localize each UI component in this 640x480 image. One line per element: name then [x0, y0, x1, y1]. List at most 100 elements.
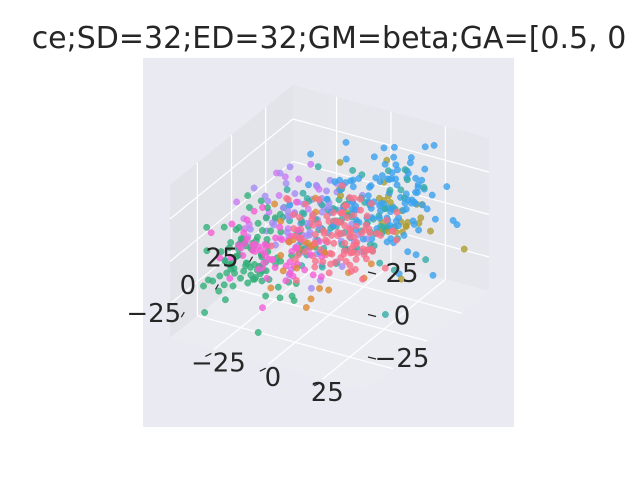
data-point	[227, 254, 235, 262]
data-point	[443, 183, 451, 191]
data-point	[245, 204, 253, 211]
data-point	[395, 214, 402, 222]
data-point	[301, 266, 308, 274]
data-point	[259, 304, 266, 312]
data-point	[302, 304, 310, 311]
data-point	[271, 264, 279, 271]
data-point	[359, 275, 366, 283]
data-point	[401, 166, 409, 174]
data-point	[378, 172, 386, 180]
data-point	[364, 192, 372, 200]
data-point	[460, 245, 468, 253]
x-tick-label: −25	[126, 299, 181, 329]
data-point	[307, 295, 315, 303]
data-point	[271, 200, 278, 208]
data-point	[223, 269, 231, 277]
data-point	[359, 235, 367, 243]
data-point	[303, 195, 311, 202]
data-point	[400, 231, 408, 239]
y-tick-label: −25	[191, 348, 246, 378]
data-point	[377, 200, 385, 207]
data-point	[395, 222, 402, 230]
data-point	[352, 222, 360, 230]
data-point	[309, 221, 317, 229]
data-point	[279, 267, 287, 275]
data-point	[217, 248, 225, 256]
data-point	[319, 258, 327, 266]
data-point	[334, 218, 342, 226]
data-point	[306, 251, 314, 258]
data-point	[309, 271, 317, 279]
data-point	[292, 198, 300, 206]
data-point	[338, 263, 346, 270]
data-point	[262, 292, 269, 300]
data-point	[431, 215, 439, 223]
data-point	[307, 284, 315, 292]
data-point	[285, 238, 293, 246]
data-point	[237, 274, 244, 282]
data-point	[388, 169, 396, 177]
data-point	[284, 196, 292, 204]
data-points	[200, 138, 468, 336]
data-point	[271, 214, 279, 222]
data-point	[221, 257, 229, 265]
data-point	[282, 179, 290, 187]
data-point	[276, 294, 284, 302]
data-point	[277, 217, 285, 225]
data-point	[427, 227, 434, 235]
data-point	[307, 160, 315, 168]
data-point	[308, 215, 316, 223]
data-point	[244, 279, 252, 287]
data-point	[385, 176, 393, 183]
data-point	[386, 186, 394, 194]
z-tick-label: −25	[375, 344, 430, 374]
gridline-z-right	[292, 118, 490, 173]
data-point	[363, 212, 371, 220]
data-point	[376, 214, 383, 222]
data-point	[244, 192, 252, 200]
data-point	[415, 226, 422, 234]
data-point	[352, 255, 360, 263]
data-point	[338, 182, 346, 190]
data-point	[351, 206, 359, 214]
data-point	[229, 282, 237, 290]
data-point	[251, 240, 258, 248]
data-point	[420, 183, 428, 191]
data-point	[235, 224, 243, 231]
data-point	[216, 272, 224, 280]
data-point	[286, 163, 294, 171]
data-point	[293, 264, 301, 272]
data-point	[430, 141, 438, 149]
data-point	[401, 199, 409, 207]
data-point	[328, 231, 335, 239]
z-tick-mark	[367, 271, 377, 275]
data-point	[453, 221, 461, 229]
data-point	[412, 174, 420, 182]
data-point	[226, 274, 234, 282]
data-point	[357, 206, 364, 214]
data-point	[347, 177, 355, 185]
data-point	[421, 143, 429, 151]
data-point	[291, 190, 299, 198]
data-point	[277, 251, 285, 259]
x-tick-label: 25	[206, 243, 239, 273]
data-point	[216, 254, 224, 262]
x-tick-mark	[214, 284, 219, 290]
chart-title: ce;SD=32;ED=32;GM=beta;GA=[0.5, 0	[32, 21, 627, 56]
data-point	[414, 181, 422, 189]
data-point	[343, 214, 351, 222]
data-point	[352, 240, 360, 248]
data-point	[263, 274, 271, 282]
gridline-y-floor	[322, 278, 446, 380]
data-point	[376, 178, 384, 186]
data-point	[203, 223, 211, 231]
data-point	[290, 211, 297, 219]
data-point	[282, 277, 290, 285]
z-tick-label: 25	[385, 259, 418, 289]
data-point	[254, 219, 262, 227]
data-point	[273, 169, 280, 177]
gridline-z-left	[169, 161, 294, 262]
data-point	[392, 236, 400, 244]
